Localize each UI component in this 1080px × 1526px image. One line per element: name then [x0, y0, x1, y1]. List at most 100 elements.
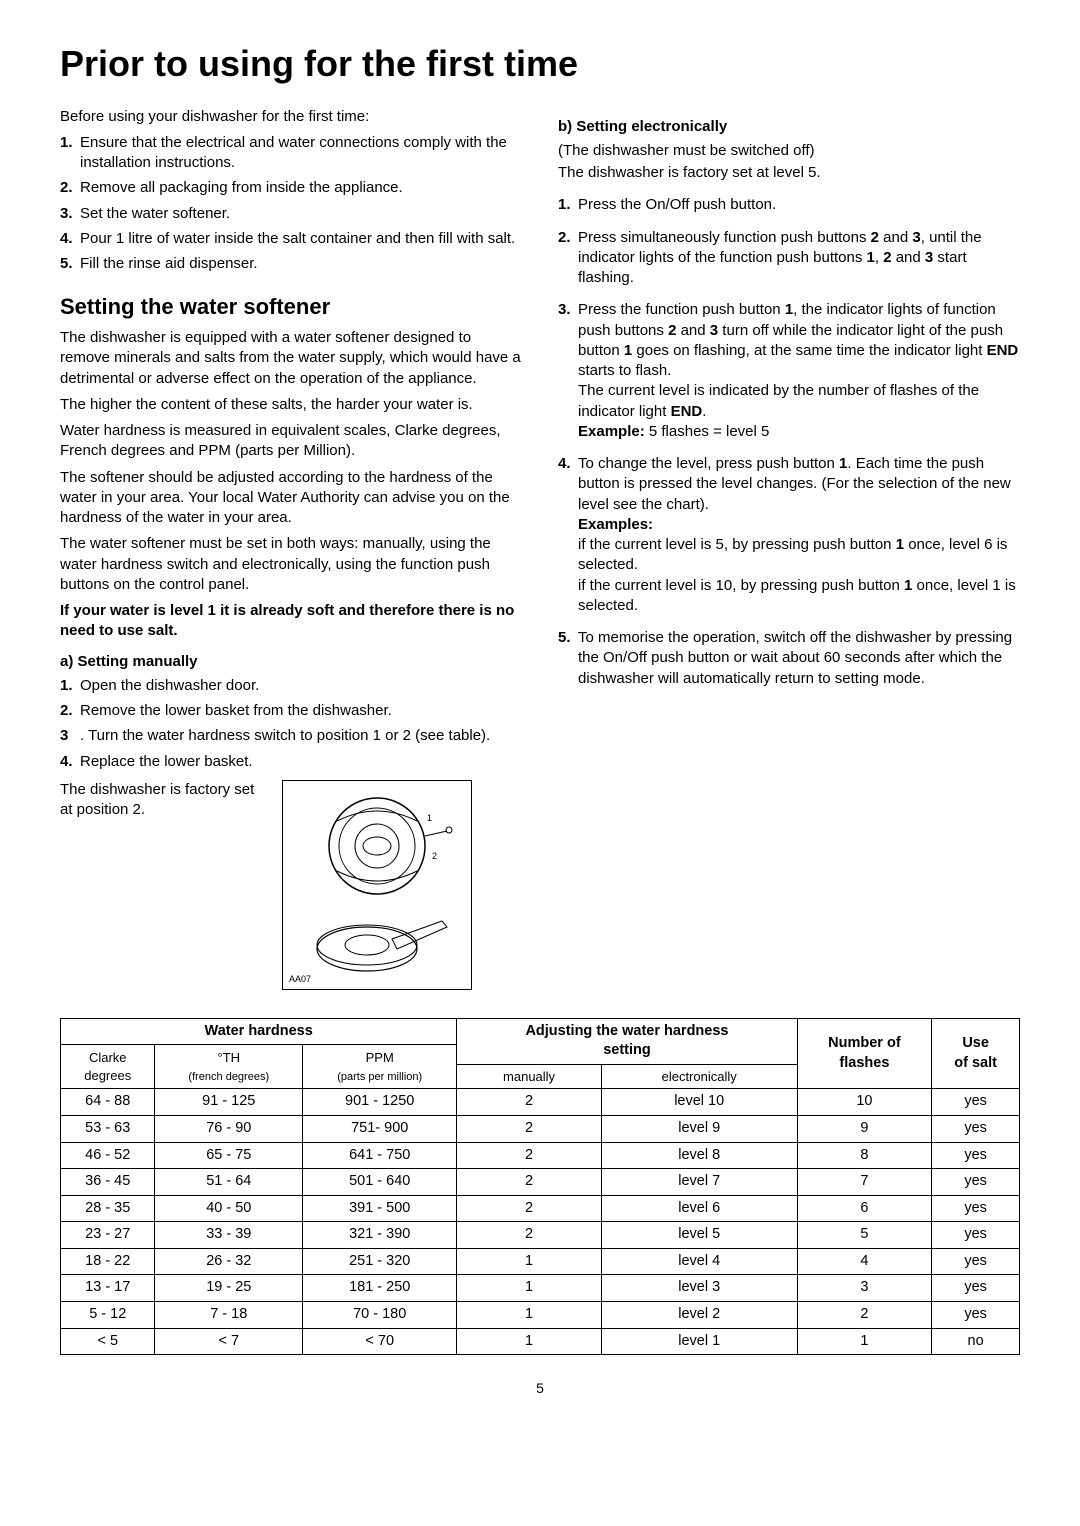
table-cell: level 6: [601, 1195, 797, 1222]
table-cell: 13 - 17: [61, 1275, 155, 1302]
table-cell: 251 - 320: [303, 1248, 457, 1275]
table-cell: 2: [457, 1116, 601, 1143]
step-number: 2.: [60, 701, 80, 721]
step-text: Press the On/Off push button.: [578, 195, 1020, 215]
step-text: Remove the lower basket from the dishwas…: [80, 701, 522, 721]
diagram-top-icon: 1 2: [297, 791, 457, 901]
svg-text:2: 2: [432, 851, 437, 861]
th-electronically: electronically: [601, 1064, 797, 1089]
table-cell: 51 - 64: [155, 1169, 303, 1196]
th-ppm: PPM(parts per million): [303, 1045, 457, 1089]
softener-p2: The higher the content of these salts, t…: [60, 395, 522, 415]
table-cell: 1: [457, 1301, 601, 1328]
step-number: 5.: [558, 628, 578, 689]
water-hardness-table: Water hardness Adjusting the water hardn…: [60, 1018, 1020, 1355]
softener-diagram: 1 2 AA07: [282, 780, 472, 990]
table-row: 23 - 2733 - 39321 - 3902level 55yes: [61, 1222, 1020, 1249]
softener-p4: The softener should be adjusted accordin…: [60, 468, 522, 529]
th-water-hardness: Water hardness: [61, 1018, 457, 1045]
table-row: 5 - 127 - 1870 - 1801level 22yes: [61, 1301, 1020, 1328]
table-cell: 1: [797, 1328, 932, 1355]
th-manually: manually: [457, 1064, 601, 1089]
table-cell: yes: [932, 1142, 1020, 1169]
table-row: 36 - 4551 - 64501 - 6402level 77yes: [61, 1169, 1020, 1196]
table-cell: 501 - 640: [303, 1169, 457, 1196]
table-cell: 181 - 250: [303, 1275, 457, 1302]
table-cell: 70 - 180: [303, 1301, 457, 1328]
table-cell: level 1: [601, 1328, 797, 1355]
step-text: Pour 1 litre of water inside the salt co…: [80, 229, 522, 249]
table-cell: 28 - 35: [61, 1195, 155, 1222]
step-number: 4.: [558, 454, 578, 616]
table-row: 46 - 5265 - 75641 - 7502level 88yes: [61, 1142, 1020, 1169]
table-cell: 1: [457, 1275, 601, 1302]
table-cell: level 2: [601, 1301, 797, 1328]
softener-p5: The water softener must be set in both w…: [60, 534, 522, 595]
table-cell: 2: [457, 1195, 601, 1222]
table-row: 53 - 6376 - 90751- 9002level 99yes: [61, 1116, 1020, 1143]
table-cell: 26 - 32: [155, 1248, 303, 1275]
page-number: 5: [60, 1379, 1020, 1398]
step-number: 4.: [60, 752, 80, 772]
th-salt: Useof salt: [932, 1018, 1020, 1089]
table-cell: yes: [932, 1301, 1020, 1328]
step-text: Fill the rinse aid dispenser.: [80, 254, 522, 274]
table-cell: 2: [457, 1169, 601, 1196]
th-adjust: Adjusting the water hardnesssetting: [457, 1018, 797, 1064]
step-number: 1.: [558, 195, 578, 215]
table-cell: yes: [932, 1116, 1020, 1143]
manual-factory-text: The dishwasher is factory set at positio…: [60, 780, 270, 821]
step-text: Press the function push button 1, the in…: [578, 300, 1020, 442]
th-clarke: Clarkedegrees: [61, 1045, 155, 1089]
table-cell: 5: [797, 1222, 932, 1249]
table-cell: 53 - 63: [61, 1116, 155, 1143]
table-cell: 9: [797, 1116, 932, 1143]
table-cell: 65 - 75: [155, 1142, 303, 1169]
electronic-sub: (The dishwasher must be switched off): [558, 141, 1020, 161]
table-cell: 2: [457, 1222, 601, 1249]
step-number: 4.: [60, 229, 80, 249]
table-cell: level 7: [601, 1169, 797, 1196]
step-number: 2.: [60, 178, 80, 198]
table-cell: 76 - 90: [155, 1116, 303, 1143]
table-cell: level 10: [601, 1089, 797, 1116]
table-cell: 7: [797, 1169, 932, 1196]
electronic-steps: 1.Press the On/Off push button. 2. Press…: [558, 195, 1020, 689]
table-cell: 641 - 750: [303, 1142, 457, 1169]
diagram-bottom-icon: [297, 909, 457, 979]
content-columns: Before using your dishwasher for the fir…: [60, 107, 1020, 990]
table-cell: yes: [932, 1195, 1020, 1222]
table-row: 64 - 8891 - 125901 - 12502level 1010yes: [61, 1089, 1020, 1116]
diagram-label: AA07: [289, 973, 311, 985]
table-cell: 8: [797, 1142, 932, 1169]
step-text: Replace the lower basket.: [80, 752, 522, 772]
table-cell: 4: [797, 1248, 932, 1275]
manual-heading: a) Setting manually: [60, 652, 522, 672]
step-number: 3: [60, 726, 80, 746]
th-flashes: Number offlashes: [797, 1018, 932, 1089]
intro-steps: 1.Ensure that the electrical and water c…: [60, 133, 522, 275]
table-cell: 6: [797, 1195, 932, 1222]
table-cell: 36 - 45: [61, 1169, 155, 1196]
table-cell: level 5: [601, 1222, 797, 1249]
table-cell: 19 - 25: [155, 1275, 303, 1302]
table-cell: 5 - 12: [61, 1301, 155, 1328]
manual-factory-row: The dishwasher is factory set at positio…: [60, 780, 522, 990]
table-cell: yes: [932, 1275, 1020, 1302]
table-cell: 391 - 500: [303, 1195, 457, 1222]
step-number: 1.: [60, 676, 80, 696]
table-cell: < 7: [155, 1328, 303, 1355]
table-cell: < 5: [61, 1328, 155, 1355]
table-cell: 18 - 22: [61, 1248, 155, 1275]
svg-text:1: 1: [427, 813, 432, 823]
table-cell: 10: [797, 1089, 932, 1116]
table-cell: 33 - 39: [155, 1222, 303, 1249]
manual-steps: 1.Open the dishwasher door. 2.Remove the…: [60, 676, 522, 772]
softener-note: If your water is level 1 it is already s…: [60, 601, 522, 642]
table-cell: 91 - 125: [155, 1089, 303, 1116]
step-number: 3.: [558, 300, 578, 442]
table-cell: level 3: [601, 1275, 797, 1302]
step-number: 2.: [558, 228, 578, 289]
table-row: < 5< 7< 701level 11no: [61, 1328, 1020, 1355]
table-row: 18 - 2226 - 32251 - 3201level 44yes: [61, 1248, 1020, 1275]
